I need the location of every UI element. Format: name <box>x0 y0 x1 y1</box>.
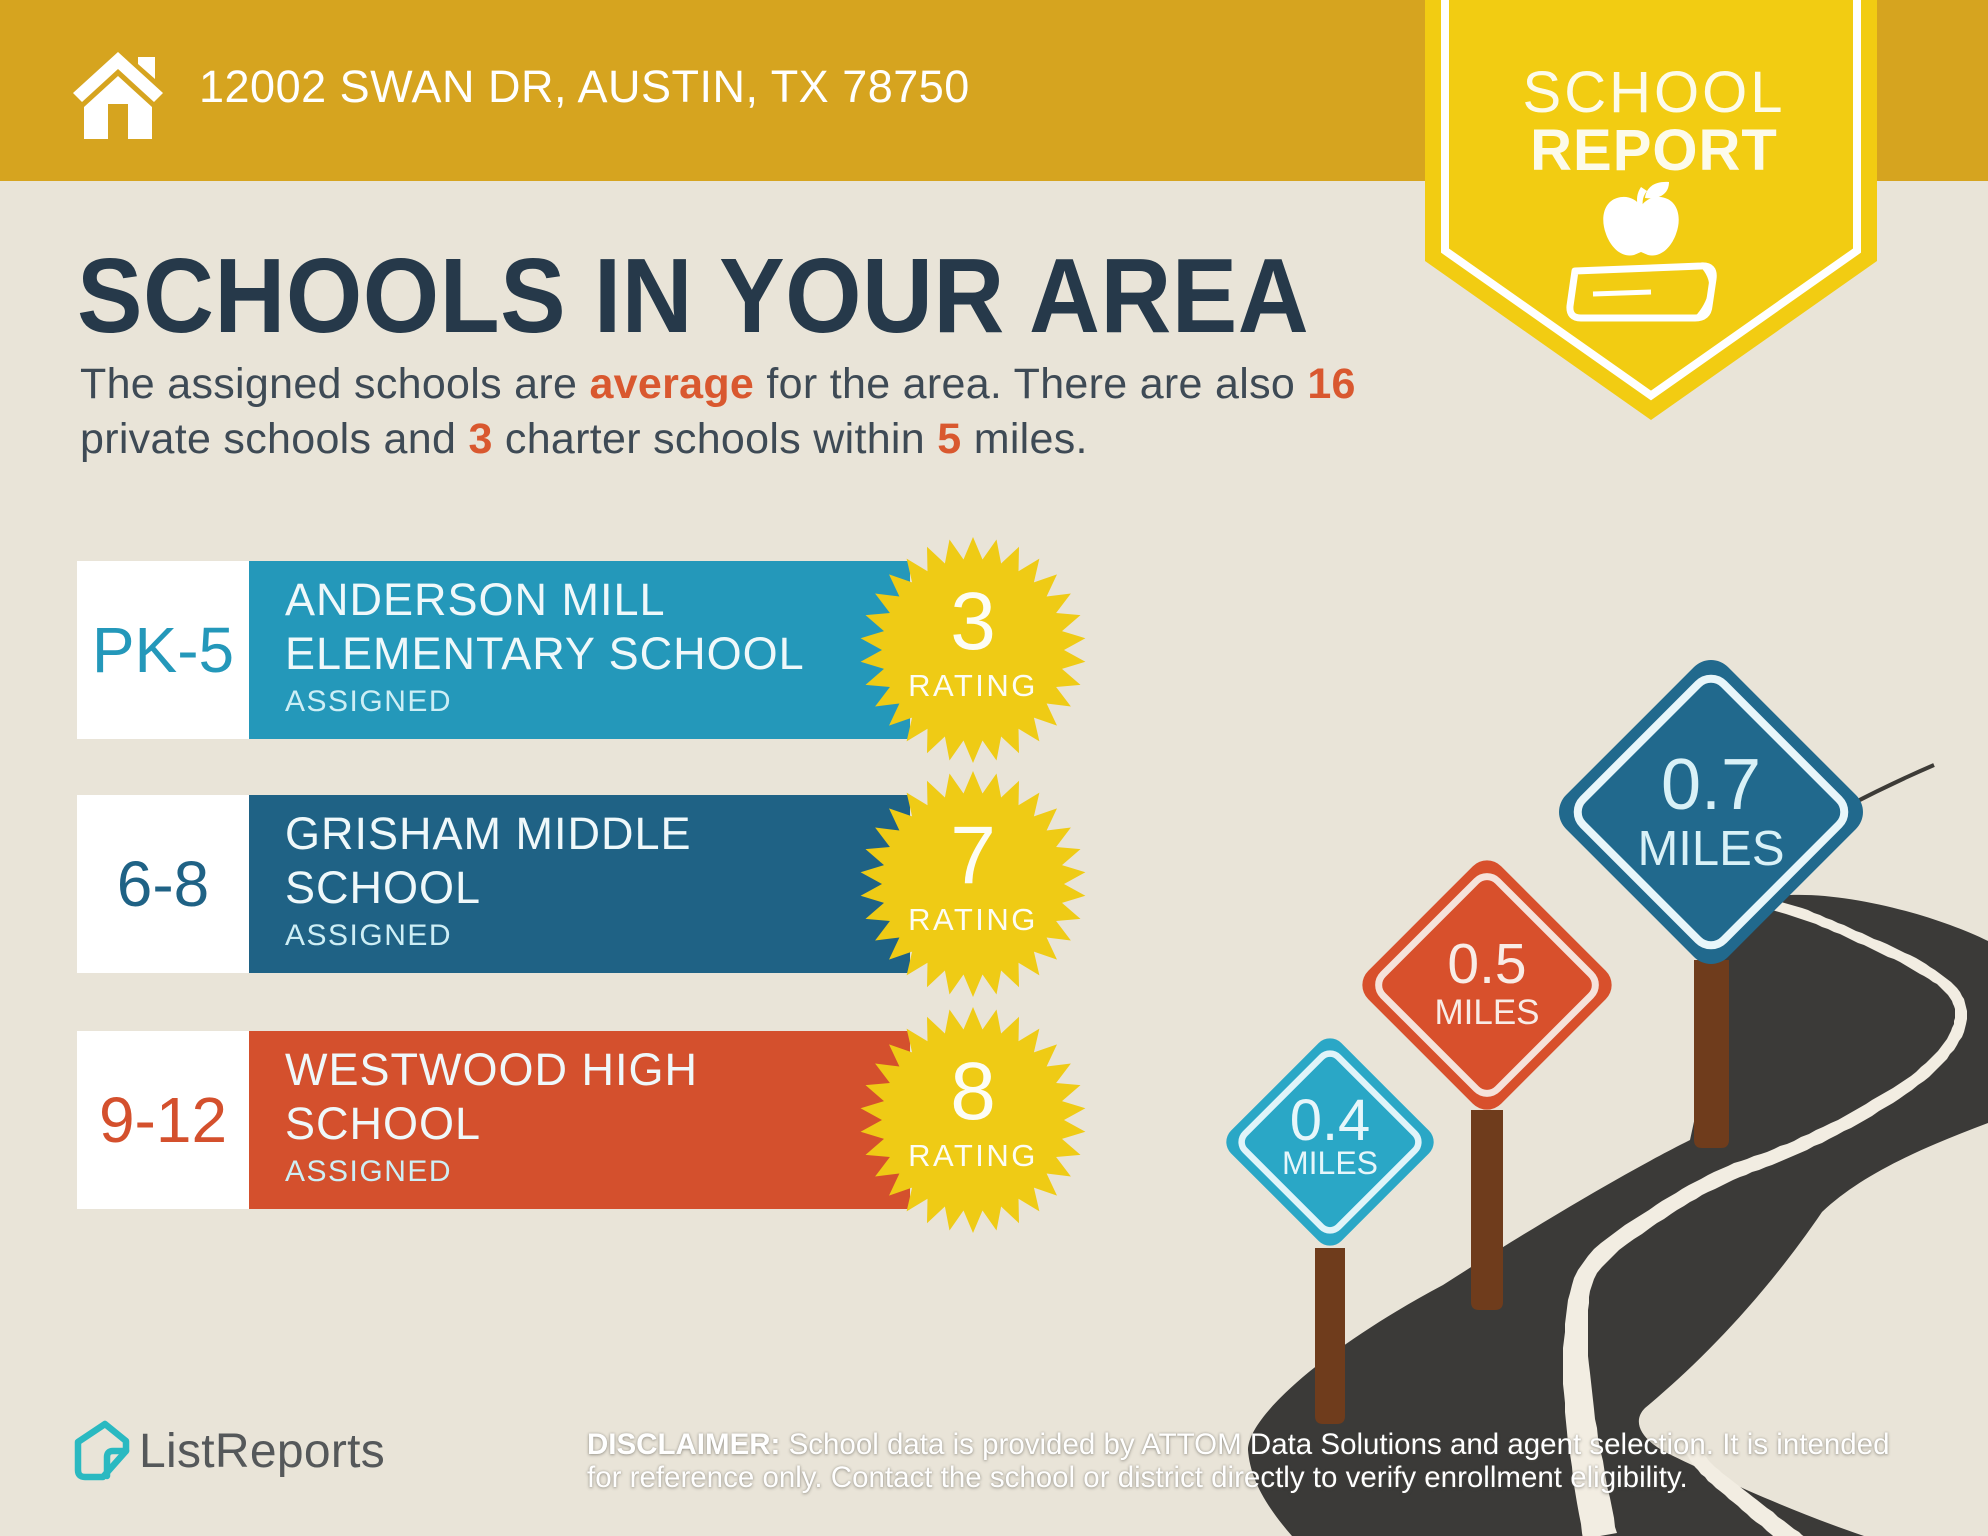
svg-text:SCHOOL: SCHOOL <box>1523 60 1786 125</box>
svg-text:0.7: 0.7 <box>1661 745 1761 825</box>
svg-text:MILES: MILES <box>1637 822 1784 876</box>
svg-text:MILES: MILES <box>1282 1145 1378 1181</box>
svg-text:MILES: MILES <box>1434 993 1539 1032</box>
svg-text:REPORT: REPORT <box>1530 118 1778 183</box>
svg-text:0.5: 0.5 <box>1447 932 1526 996</box>
svg-text:0.4: 0.4 <box>1290 1088 1371 1153</box>
